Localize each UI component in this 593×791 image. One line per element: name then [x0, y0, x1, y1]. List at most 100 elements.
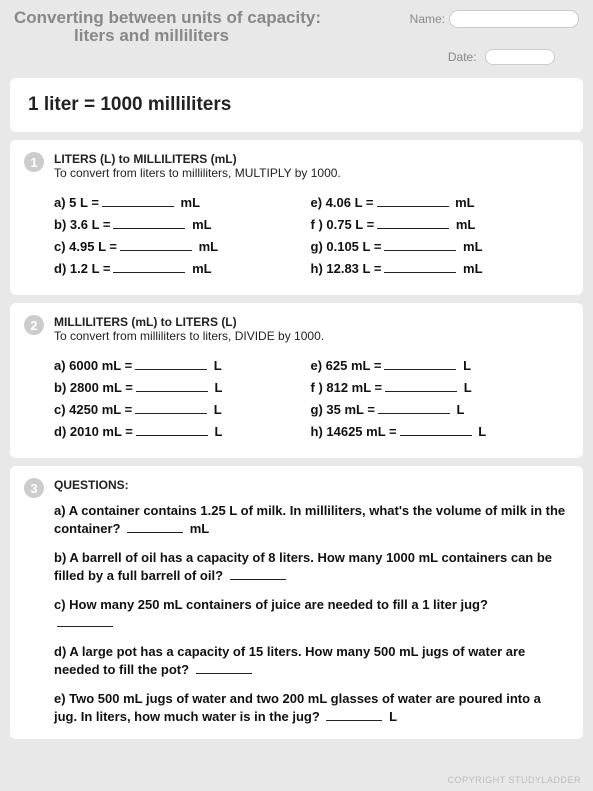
problem-unit: L: [210, 402, 222, 417]
worksheet-header: Converting between units of capacity: Na…: [0, 0, 593, 70]
date-field[interactable]: [485, 49, 555, 65]
answer-blank[interactable]: [135, 403, 207, 414]
answer-blank[interactable]: [384, 262, 456, 273]
copyright-footer: COPYRIGHT STUDYLADDER: [448, 775, 581, 785]
answer-blank[interactable]: [57, 616, 113, 627]
problem-label: a) 6000 mL =: [54, 358, 132, 373]
answer-blank[interactable]: [377, 218, 449, 229]
problem-row: c) 4.95 L = mL: [54, 239, 311, 254]
problem-label: c) 4.95 L =: [54, 239, 117, 254]
section-badge-3: 3: [24, 478, 44, 498]
problem-label: g) 35 mL =: [311, 402, 375, 417]
section-1-card: 1 LITERS (L) to MILLILITERS (mL) To conv…: [10, 140, 583, 295]
answer-blank[interactable]: [102, 196, 174, 207]
answer-blank[interactable]: [400, 425, 472, 436]
problem-row: f ) 0.75 L = mL: [311, 217, 568, 232]
answer-blank[interactable]: [378, 403, 450, 414]
question-c: c) How many 250 mL containers of juice a…: [54, 596, 567, 631]
question-c-text: c) How many 250 mL containers of juice a…: [54, 597, 488, 612]
problem-row: e) 4.06 L = mL: [311, 195, 568, 210]
problem-row: f ) 812 mL = L: [311, 380, 568, 395]
question-e-unit: L: [389, 709, 397, 724]
problem-row: h) 14625 mL = L: [311, 424, 568, 439]
answer-blank[interactable]: [136, 381, 208, 392]
problem-label: b) 3.6 L =: [54, 217, 110, 232]
problem-row: d) 2010 mL = L: [54, 424, 311, 439]
problem-label: b) 2800 mL =: [54, 380, 133, 395]
problem-unit: mL: [195, 239, 218, 254]
answer-blank[interactable]: [113, 218, 185, 229]
problem-label: d) 1.2 L =: [54, 261, 110, 276]
section3-title: QUESTIONS:: [54, 478, 567, 492]
answer-blank[interactable]: [384, 359, 456, 370]
problem-label: f ) 812 mL =: [311, 380, 383, 395]
section-badge-1: 1: [24, 152, 44, 172]
problem-unit: mL: [452, 217, 475, 232]
title-line1: Converting between units of capacity:: [14, 8, 404, 28]
name-field[interactable]: [449, 10, 579, 28]
problem-unit: L: [453, 402, 465, 417]
title-line2: liters and milliliters: [14, 26, 579, 46]
problem-row: b) 3.6 L = mL: [54, 217, 311, 232]
section-3-card: 3 QUESTIONS: a) A container contains 1.2…: [10, 466, 583, 739]
problem-unit: L: [475, 424, 487, 439]
problem-row: h) 12.83 L = mL: [311, 261, 568, 276]
question-b: b) A barrell of oil has a capacity of 8 …: [54, 549, 567, 584]
answer-blank[interactable]: [120, 240, 192, 251]
answer-blank[interactable]: [196, 663, 252, 674]
problem-row: c) 4250 mL = L: [54, 402, 311, 417]
problem-unit: L: [210, 358, 222, 373]
answer-blank[interactable]: [136, 425, 208, 436]
problem-row: g) 0.105 L = mL: [311, 239, 568, 254]
section1-title: LITERS (L) to MILLILITERS (mL): [54, 152, 567, 166]
problem-label: f ) 0.75 L =: [311, 217, 375, 232]
question-d-text: d) A large pot has a capacity of 15 lite…: [54, 644, 525, 677]
rule-card: 1 liter = 1000 milliliters: [10, 78, 583, 132]
answer-blank[interactable]: [127, 522, 183, 533]
problem-unit: mL: [177, 195, 200, 210]
problem-unit: mL: [188, 261, 211, 276]
question-d: d) A large pot has a capacity of 15 lite…: [54, 643, 567, 678]
problem-unit: mL: [452, 195, 475, 210]
section2-title: MILLILITERS (mL) to LITERS (L): [54, 315, 567, 329]
question-e: e) Two 500 mL jugs of water and two 200 …: [54, 690, 567, 725]
problem-label: c) 4250 mL =: [54, 402, 132, 417]
answer-blank[interactable]: [135, 359, 207, 370]
problem-label: h) 14625 mL =: [311, 424, 397, 439]
problem-unit: L: [460, 380, 472, 395]
problem-unit: L: [211, 380, 223, 395]
problem-row: b) 2800 mL = L: [54, 380, 311, 395]
problem-label: d) 2010 mL =: [54, 424, 133, 439]
answer-blank[interactable]: [377, 196, 449, 207]
answer-blank[interactable]: [385, 381, 457, 392]
answer-blank[interactable]: [384, 240, 456, 251]
problem-unit: mL: [459, 261, 482, 276]
answer-blank[interactable]: [326, 710, 382, 721]
problem-label: h) 12.83 L =: [311, 261, 382, 276]
section-badge-2: 2: [24, 315, 44, 335]
answer-blank[interactable]: [230, 569, 286, 580]
section2-subtitle: To convert from milliliters to liters, D…: [54, 329, 567, 343]
problem-row: g) 35 mL = L: [311, 402, 568, 417]
problem-unit: mL: [459, 239, 482, 254]
problem-label: e) 625 mL =: [311, 358, 382, 373]
question-a: a) A container contains 1.25 L of milk. …: [54, 502, 567, 537]
section1-subtitle: To convert from liters to milliliters, M…: [54, 166, 567, 180]
problem-label: e) 4.06 L =: [311, 195, 374, 210]
problem-unit: L: [211, 424, 223, 439]
section-2-card: 2 MILLILITERS (mL) to LITERS (L) To conv…: [10, 303, 583, 458]
question-b-text: b) A barrell of oil has a capacity of 8 …: [54, 550, 552, 583]
problem-label: g) 0.105 L =: [311, 239, 382, 254]
problem-row: e) 625 mL = L: [311, 358, 568, 373]
date-label: Date:: [448, 50, 477, 64]
question-a-unit: mL: [190, 521, 210, 536]
problem-label: a) 5 L =: [54, 195, 99, 210]
problem-row: a) 5 L = mL: [54, 195, 311, 210]
name-label: Name:: [410, 12, 445, 26]
problem-row: d) 1.2 L = mL: [54, 261, 311, 276]
problem-unit: mL: [188, 217, 211, 232]
question-e-text: e) Two 500 mL jugs of water and two 200 …: [54, 691, 541, 724]
problem-row: a) 6000 mL = L: [54, 358, 311, 373]
conversion-rule: 1 liter = 1000 milliliters: [26, 90, 567, 120]
answer-blank[interactable]: [113, 262, 185, 273]
